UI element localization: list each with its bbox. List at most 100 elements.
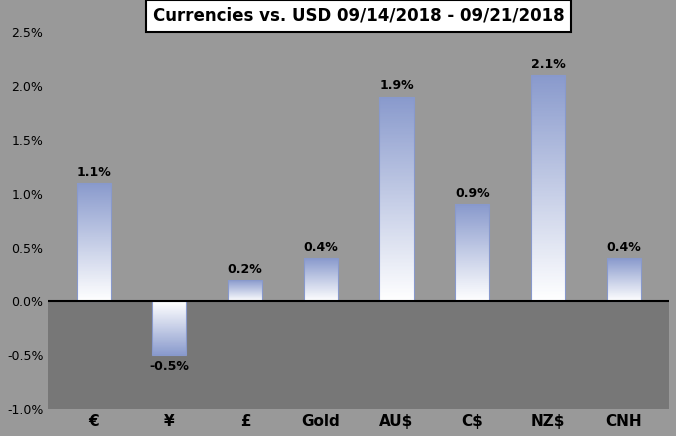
Bar — [531, 225, 565, 226]
Bar — [76, 230, 111, 231]
Bar — [379, 218, 414, 220]
Bar — [455, 224, 489, 225]
Bar — [531, 175, 565, 176]
Bar — [76, 260, 111, 261]
Bar — [379, 260, 414, 262]
Bar — [379, 142, 414, 143]
Bar — [455, 213, 489, 214]
Bar — [531, 164, 565, 166]
Bar — [76, 294, 111, 295]
Bar — [455, 294, 489, 295]
Bar — [379, 170, 414, 172]
Bar — [379, 198, 414, 199]
Bar — [76, 242, 111, 243]
Bar — [531, 119, 565, 120]
Bar — [379, 184, 414, 185]
Bar — [531, 120, 565, 122]
Bar — [76, 183, 111, 184]
Bar — [531, 163, 565, 164]
Bar — [379, 132, 414, 133]
Bar — [531, 277, 565, 279]
Bar — [379, 273, 414, 274]
Bar — [531, 256, 565, 258]
Bar — [76, 281, 111, 282]
Bar — [379, 236, 414, 237]
Bar — [455, 251, 489, 252]
Bar — [379, 195, 414, 196]
Bar — [379, 128, 414, 129]
Bar — [76, 224, 111, 225]
Bar — [76, 286, 111, 287]
Bar — [455, 277, 489, 278]
Bar — [455, 268, 489, 269]
Bar — [455, 260, 489, 261]
Bar — [379, 295, 414, 296]
Bar — [455, 285, 489, 286]
Bar — [379, 140, 414, 142]
Bar — [379, 288, 414, 289]
Bar — [455, 222, 489, 223]
Bar — [76, 291, 111, 292]
Bar — [455, 204, 489, 205]
Bar — [531, 250, 565, 252]
Bar — [76, 256, 111, 257]
Bar — [76, 201, 111, 202]
Bar — [531, 89, 565, 90]
Bar — [531, 111, 565, 113]
Bar — [531, 242, 565, 244]
Bar — [531, 87, 565, 89]
Bar — [379, 190, 414, 191]
Bar — [76, 276, 111, 277]
Bar — [379, 101, 414, 102]
Bar — [379, 213, 414, 214]
Bar — [379, 233, 414, 235]
Bar — [531, 170, 565, 172]
Bar — [76, 202, 111, 203]
Bar — [379, 119, 414, 120]
Bar — [379, 243, 414, 244]
Bar — [531, 201, 565, 202]
Bar — [76, 243, 111, 244]
Bar — [76, 258, 111, 259]
Bar — [379, 211, 414, 213]
Bar — [76, 211, 111, 212]
Bar — [379, 240, 414, 242]
Bar — [76, 236, 111, 237]
Bar — [152, 301, 187, 355]
Bar — [379, 160, 414, 161]
Bar — [531, 152, 565, 153]
Bar — [76, 300, 111, 301]
Bar — [455, 238, 489, 239]
Bar — [76, 297, 111, 298]
Bar — [76, 227, 111, 228]
Bar — [76, 273, 111, 274]
Bar — [379, 115, 414, 116]
Bar — [76, 279, 111, 280]
Bar — [531, 218, 565, 220]
Bar — [531, 194, 565, 196]
Bar — [531, 290, 565, 291]
Bar — [531, 188, 565, 190]
Bar — [379, 155, 414, 157]
Bar — [455, 208, 489, 209]
Bar — [455, 283, 489, 284]
Bar — [531, 166, 565, 167]
Bar — [531, 77, 565, 78]
Bar — [531, 240, 565, 241]
Bar — [455, 271, 489, 272]
Text: 0.4%: 0.4% — [606, 241, 641, 254]
Bar — [455, 211, 489, 212]
Bar — [531, 288, 565, 290]
Bar — [531, 123, 565, 125]
Bar — [379, 217, 414, 218]
Bar — [531, 291, 565, 293]
Bar — [379, 224, 414, 225]
Bar — [379, 168, 414, 169]
Bar — [531, 116, 565, 117]
Bar — [455, 253, 489, 254]
Bar — [531, 274, 565, 276]
Bar — [531, 235, 565, 237]
Bar — [531, 296, 565, 297]
Bar — [379, 232, 414, 233]
Bar — [531, 128, 565, 129]
